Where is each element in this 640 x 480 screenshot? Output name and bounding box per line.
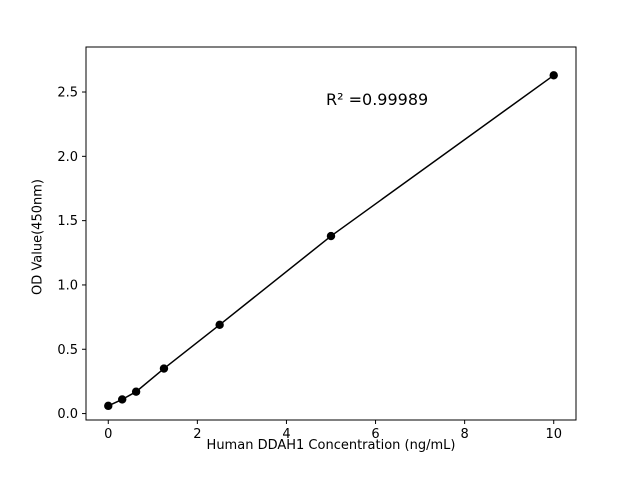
- y-tick-label: 2.0: [57, 150, 78, 165]
- data-point: [104, 401, 113, 411]
- y-axis-label: OD Value(450nm): [30, 179, 46, 295]
- data-point: [549, 71, 558, 80]
- x-tick-label: 4: [282, 427, 290, 442]
- data-point: [326, 231, 336, 241]
- x-axis-label: Human DDAH1 Concentration (ng/mL): [206, 438, 456, 453]
- x-tick-label: 10: [545, 427, 562, 442]
- fit-line: [107, 74, 555, 407]
- y-tick-label: 1.5: [57, 214, 78, 229]
- r-squared-annotation: R² =0.99989: [326, 90, 429, 109]
- y-tick-label: 1.0: [57, 278, 78, 293]
- plot-border: [85, 46, 577, 421]
- x-tick-label: 2: [193, 427, 201, 442]
- x-tick-label: 6: [371, 427, 379, 442]
- y-tick-label: 0.0: [57, 407, 78, 422]
- x-tick-label: 0: [104, 427, 112, 442]
- y-tick-label: 0.5: [57, 343, 78, 358]
- data-point: [159, 364, 169, 373]
- y-tick-label: 2.5: [57, 86, 78, 101]
- data-point: [215, 320, 224, 330]
- x-tick-label: 8: [460, 427, 468, 442]
- data-point: [117, 395, 127, 404]
- data-point: [131, 387, 141, 396]
